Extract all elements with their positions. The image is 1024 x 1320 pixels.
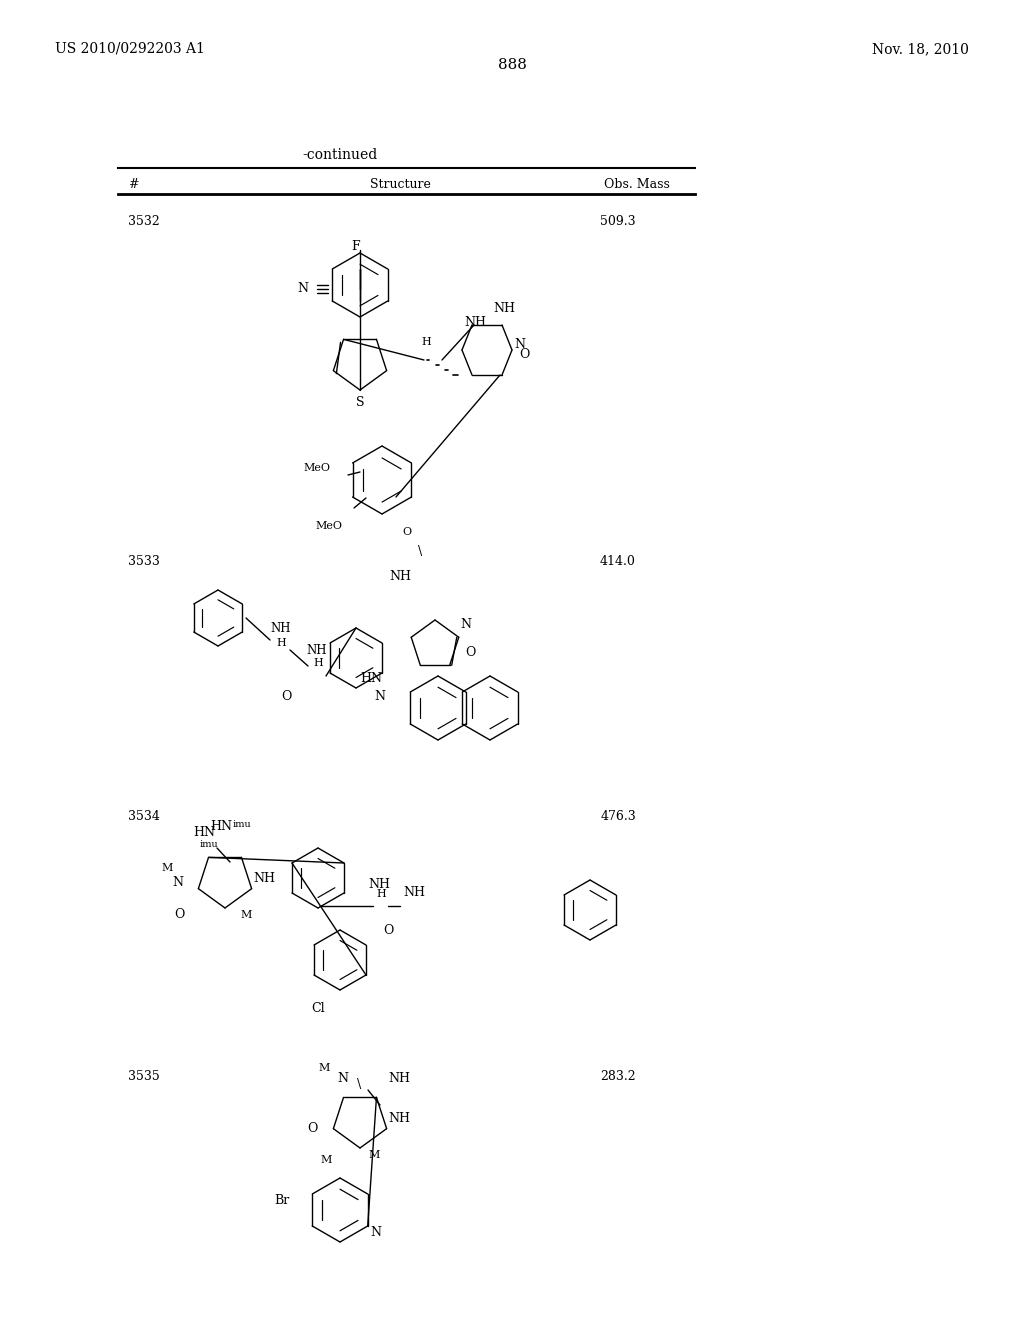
Text: NH: NH bbox=[253, 871, 275, 884]
Text: MeO: MeO bbox=[315, 521, 342, 531]
Text: 3533: 3533 bbox=[128, 554, 160, 568]
Text: N: N bbox=[374, 689, 385, 702]
Text: H: H bbox=[276, 638, 286, 648]
Text: O: O bbox=[175, 908, 185, 921]
Text: N: N bbox=[297, 281, 308, 294]
Text: M: M bbox=[240, 909, 251, 920]
Text: N: N bbox=[460, 619, 471, 631]
Text: O: O bbox=[465, 647, 475, 660]
Text: NH: NH bbox=[403, 886, 425, 899]
Text: O: O bbox=[383, 924, 393, 937]
Text: M: M bbox=[318, 1063, 330, 1073]
Text: H: H bbox=[313, 657, 323, 668]
Text: O: O bbox=[307, 1122, 318, 1134]
Text: M: M bbox=[368, 1150, 379, 1160]
Text: 3532: 3532 bbox=[128, 215, 160, 228]
Text: H: H bbox=[376, 888, 386, 899]
Text: N: N bbox=[337, 1072, 348, 1085]
Text: NH: NH bbox=[388, 1111, 410, 1125]
Text: NH: NH bbox=[389, 570, 411, 583]
Text: HN: HN bbox=[193, 825, 215, 838]
Text: S: S bbox=[355, 396, 365, 409]
Text: O: O bbox=[281, 690, 291, 704]
Text: H: H bbox=[421, 337, 431, 347]
Text: Nov. 18, 2010: Nov. 18, 2010 bbox=[872, 42, 969, 55]
Text: N: N bbox=[514, 338, 525, 351]
Text: Structure: Structure bbox=[370, 178, 430, 191]
Text: NH: NH bbox=[464, 315, 486, 329]
Text: 3534: 3534 bbox=[128, 810, 160, 822]
Text: \: \ bbox=[357, 1078, 361, 1092]
Text: NH: NH bbox=[368, 878, 390, 891]
Text: M: M bbox=[162, 863, 173, 873]
Text: 3535: 3535 bbox=[128, 1071, 160, 1082]
Text: 414.0: 414.0 bbox=[600, 554, 636, 568]
Text: NH: NH bbox=[388, 1072, 410, 1085]
Text: O: O bbox=[519, 348, 529, 362]
Text: 509.3: 509.3 bbox=[600, 215, 636, 228]
Text: Cl: Cl bbox=[311, 1002, 325, 1015]
Text: F: F bbox=[351, 240, 360, 253]
Text: 283.2: 283.2 bbox=[600, 1071, 636, 1082]
Text: O: O bbox=[402, 527, 411, 537]
Text: imu: imu bbox=[200, 840, 219, 849]
Text: #: # bbox=[128, 178, 138, 191]
Text: Obs. Mass: Obs. Mass bbox=[604, 178, 670, 191]
Text: 476.3: 476.3 bbox=[600, 810, 636, 822]
Text: US 2010/0292203 A1: US 2010/0292203 A1 bbox=[55, 42, 205, 55]
Text: NH: NH bbox=[306, 644, 327, 656]
Text: HN: HN bbox=[210, 820, 232, 833]
Text: imu: imu bbox=[233, 820, 252, 829]
Text: Br: Br bbox=[274, 1193, 290, 1206]
Text: \: \ bbox=[418, 545, 422, 558]
Text: -continued: -continued bbox=[302, 148, 378, 162]
Text: NH: NH bbox=[270, 622, 291, 635]
Text: 888: 888 bbox=[498, 58, 526, 73]
Text: N: N bbox=[370, 1225, 381, 1238]
Text: N: N bbox=[172, 875, 183, 888]
Text: HN: HN bbox=[360, 672, 382, 685]
Text: NH: NH bbox=[493, 301, 515, 314]
Text: M: M bbox=[321, 1155, 332, 1166]
Text: MeO: MeO bbox=[303, 463, 330, 473]
